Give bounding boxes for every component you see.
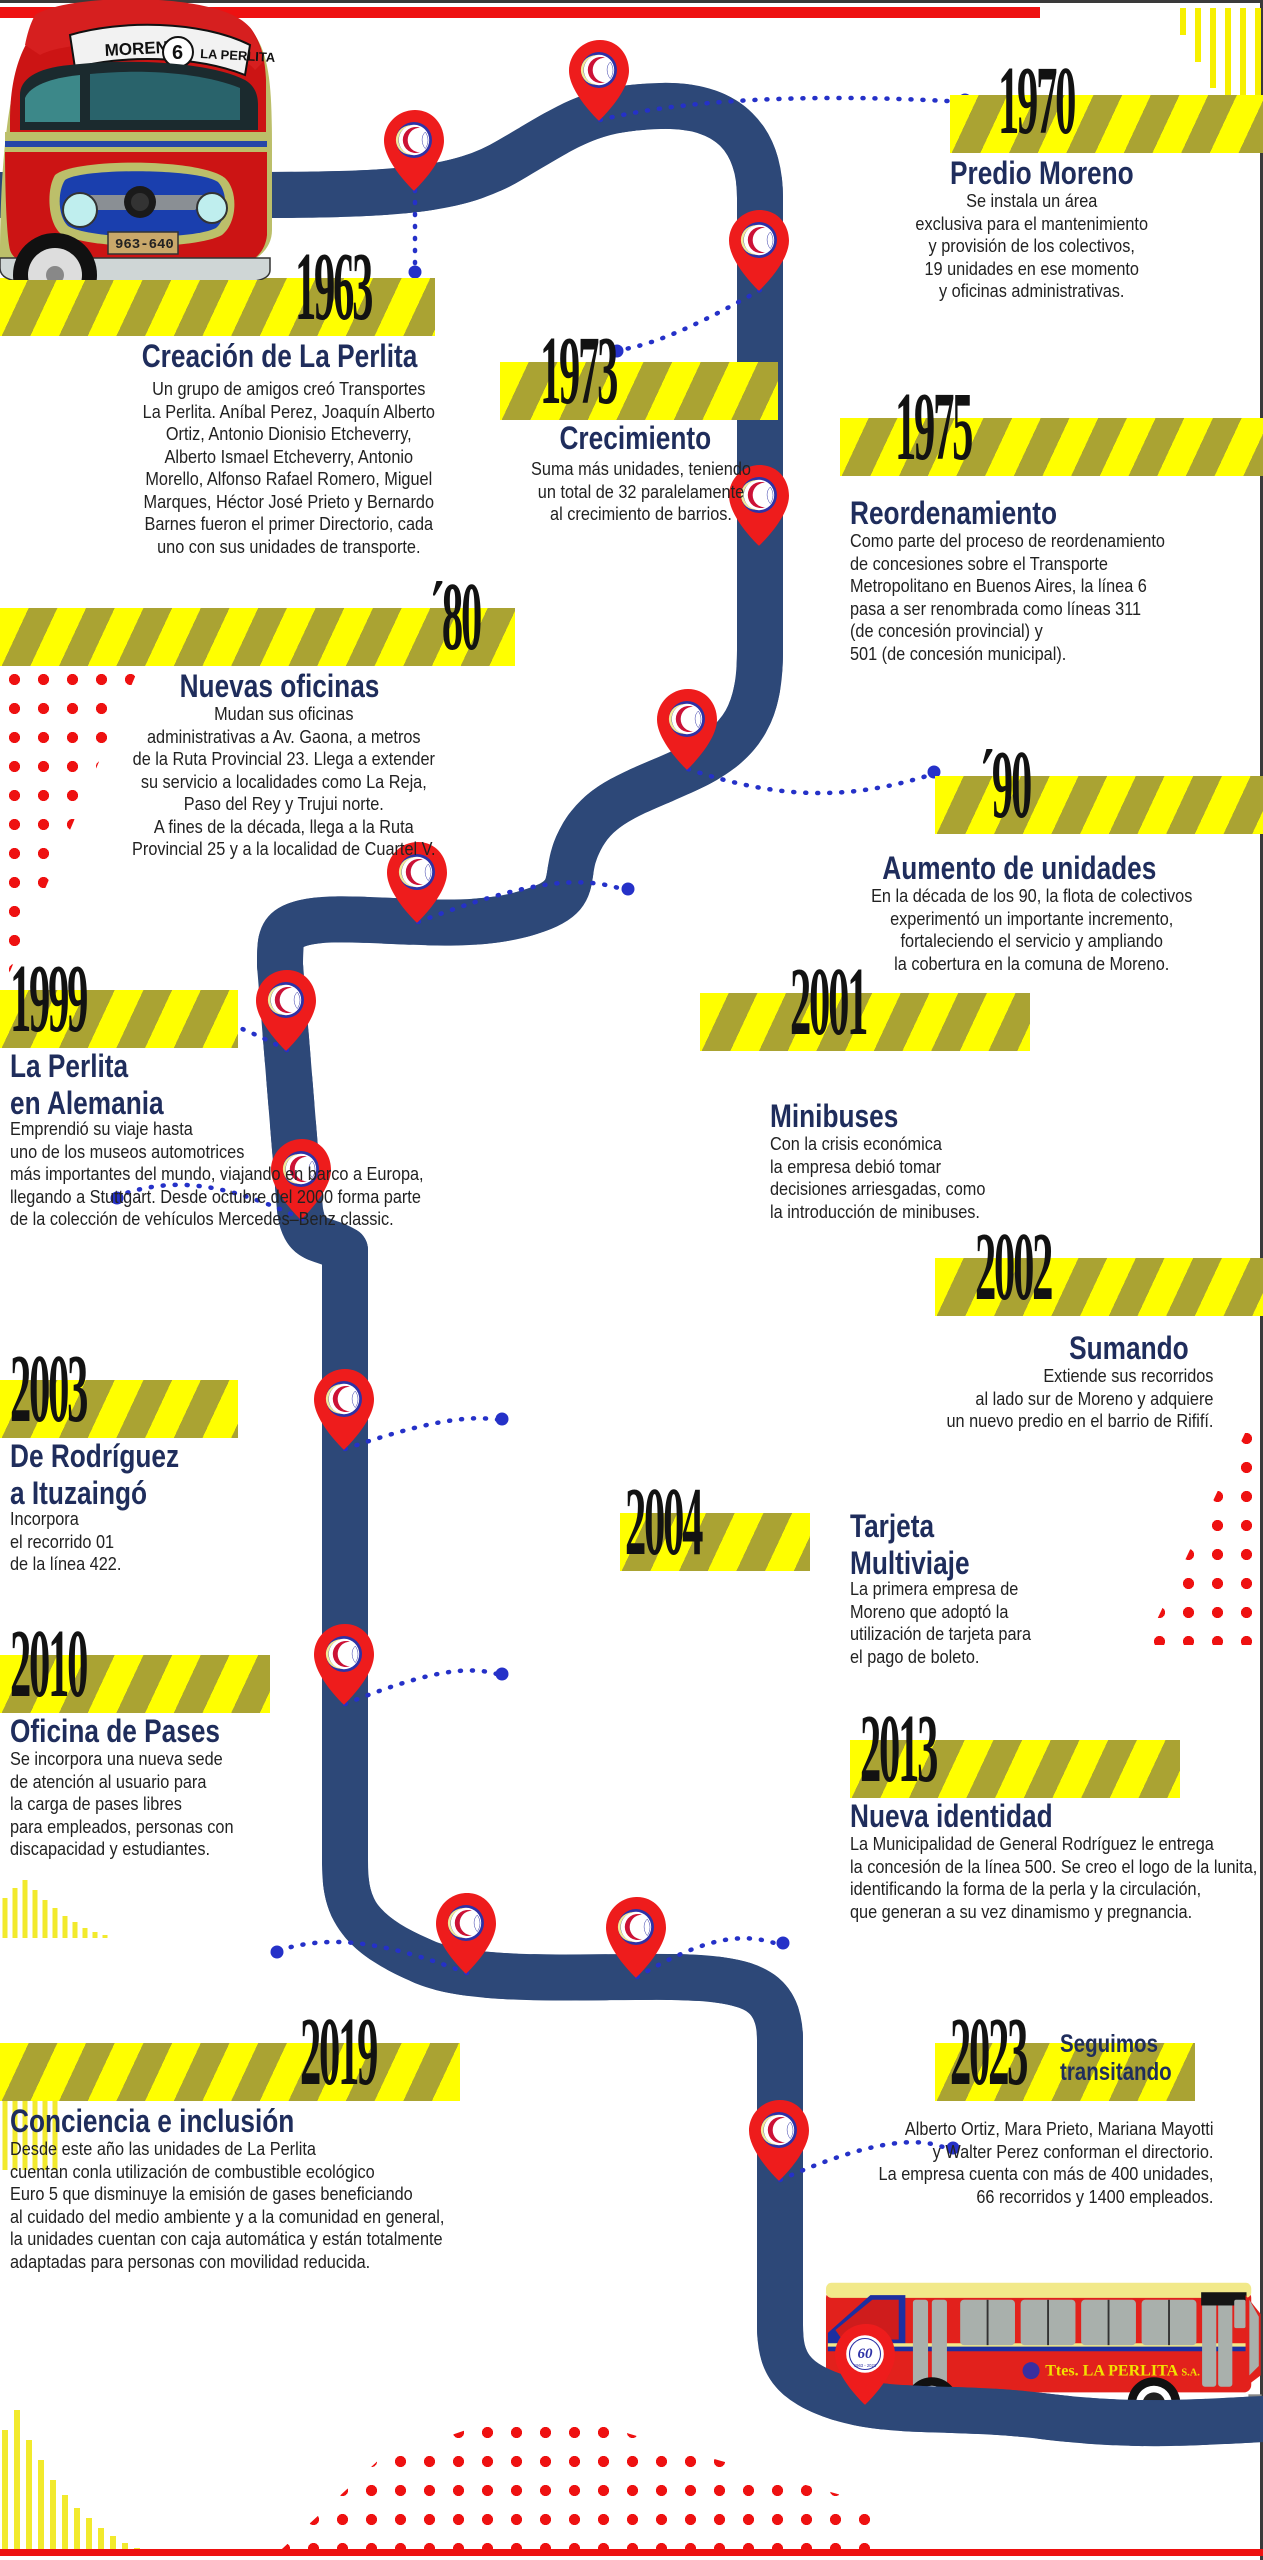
svg-text:963-640: 963-640 — [115, 237, 174, 253]
svg-text:6: 6 — [172, 42, 183, 64]
